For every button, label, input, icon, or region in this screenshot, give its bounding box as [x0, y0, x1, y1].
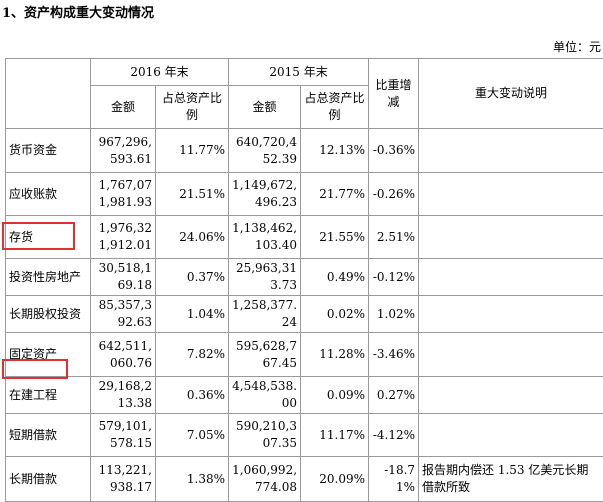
- ratio-2015: 0.02%: [301, 296, 369, 333]
- section-title: 1、资产构成重大变动情况: [2, 2, 154, 21]
- change-note: [419, 216, 603, 259]
- amount-2015: 1,138,462,103.40: [229, 216, 301, 259]
- highlight-box: [2, 359, 68, 379]
- amount-2015: 1,258,377.24: [229, 296, 301, 333]
- ratio-2016: 1.38%: [156, 457, 229, 502]
- ratio-change: 0.27%: [369, 377, 419, 414]
- ratio-2015: 20.09%: [301, 457, 369, 502]
- ratio-2016: 24.06%: [156, 216, 229, 259]
- header-cell: 金额: [229, 86, 301, 129]
- change-note: [419, 173, 603, 216]
- amount-2016: 1,767,071,981.93: [91, 173, 156, 216]
- change-note: [419, 129, 603, 173]
- page: 1、资产构成重大变动情况 单位：元 2016 年末 2015 年末 比重增减 重…: [0, 0, 603, 474]
- ratio-change: -18.71%: [369, 457, 419, 502]
- ratio-change: 1.02%: [369, 296, 419, 333]
- ratio-change: -0.12%: [369, 259, 419, 296]
- change-note: 报告期内偿还 1.53 亿美元长期借款所致: [419, 457, 603, 502]
- amount-2015: 595,628,767.45: [229, 333, 301, 377]
- amount-2016: 967,296,593.61: [91, 129, 156, 173]
- ratio-2016: 21.51%: [156, 173, 229, 216]
- ratio-2016: 0.36%: [156, 377, 229, 414]
- item-name: 投资性房地产: [6, 259, 91, 296]
- change-note: [419, 333, 603, 377]
- header-cell: 金额: [91, 86, 156, 129]
- header-cell: 占总资产比例: [156, 86, 229, 129]
- change-note: [419, 259, 603, 296]
- ratio-2016: 7.82%: [156, 333, 229, 377]
- amount-2016: 1,976,321,912.01: [91, 216, 156, 259]
- ratio-2015: 11.28%: [301, 333, 369, 377]
- change-note: [419, 296, 603, 333]
- ratio-2016: 1.04%: [156, 296, 229, 333]
- header-cell: 占总资产比例: [301, 86, 369, 129]
- change-note: [419, 377, 603, 414]
- change-note: [419, 414, 603, 457]
- ratio-2015: 0.09%: [301, 377, 369, 414]
- asset-table: 2016 年末 2015 年末 比重增减 重大变动说明 金额 占总资产比例 金额…: [5, 58, 603, 502]
- highlight-box: [2, 222, 75, 250]
- amount-2016: 579,101,578.15: [91, 414, 156, 457]
- item-name: 短期借款: [6, 414, 91, 457]
- ratio-change: -3.46%: [369, 333, 419, 377]
- header-cell: 比重增减: [369, 59, 419, 129]
- amount-2016: 113,221,938.17: [91, 457, 156, 502]
- header-row: 2016 年末 2015 年末 比重增减 重大变动说明: [6, 59, 603, 86]
- ratio-2015: 0.49%: [301, 259, 369, 296]
- item-name: 货币资金: [6, 129, 91, 173]
- item-name: 长期借款: [6, 457, 91, 502]
- amount-2015: 4,548,538.00: [229, 377, 301, 414]
- amount-2016: 29,168,213.38: [91, 377, 156, 414]
- header-cell: 2015 年末: [229, 59, 369, 86]
- amount-2016: 85,357,392.63: [91, 296, 156, 333]
- ratio-2015: 12.13%: [301, 129, 369, 173]
- header-cell: 重大变动说明: [419, 59, 603, 129]
- amount-2015: 1,060,992,774.08: [229, 457, 301, 502]
- ratio-2015: 21.77%: [301, 173, 369, 216]
- amount-2015: 590,210,307.35: [229, 414, 301, 457]
- amount-2015: 1,149,672,496.23: [229, 173, 301, 216]
- header-cell: 2016 年末: [91, 59, 229, 86]
- ratio-change: -0.26%: [369, 173, 419, 216]
- ratio-2016: 7.05%: [156, 414, 229, 457]
- header-cell: [6, 59, 91, 129]
- ratio-2016: 11.77%: [156, 129, 229, 173]
- amount-2016: 30,518,169.18: [91, 259, 156, 296]
- ratio-change: -0.36%: [369, 129, 419, 173]
- item-name: 应收账款: [6, 173, 91, 216]
- ratio-2016: 0.37%: [156, 259, 229, 296]
- unit-label: 单位：元: [553, 38, 601, 55]
- ratio-change: -4.12%: [369, 414, 419, 457]
- amount-2015: 640,720,452.39: [229, 129, 301, 173]
- amount-2016: 642,511,060.76: [91, 333, 156, 377]
- amount-2015: 25,963,313.73: [229, 259, 301, 296]
- ratio-2015: 11.17%: [301, 414, 369, 457]
- item-name: 在建工程: [6, 377, 91, 414]
- item-name: 长期股权投资: [6, 296, 91, 333]
- ratio-2015: 21.55%: [301, 216, 369, 259]
- ratio-change: 2.51%: [369, 216, 419, 259]
